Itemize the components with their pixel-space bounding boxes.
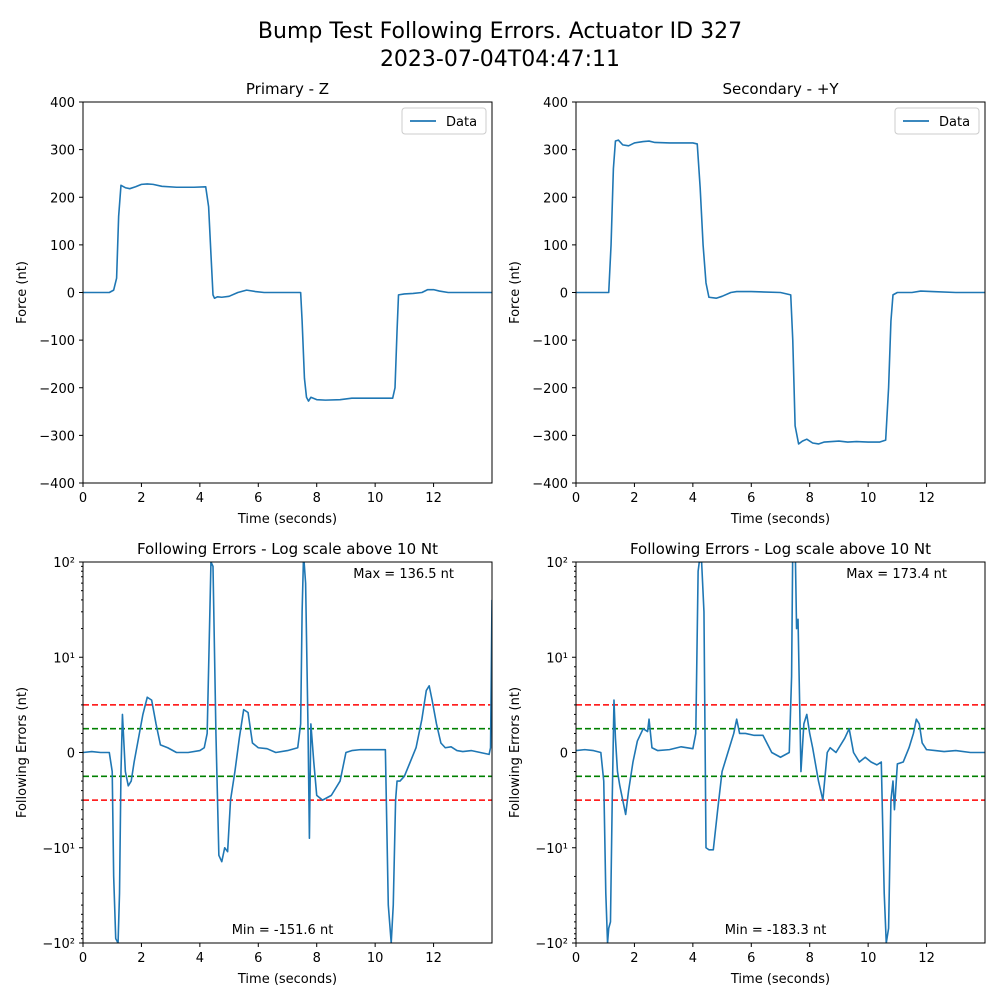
secondary-panel: Secondary - +Y 0 2 4 6 8 10 12 −400 −300 −200 −100 0… — [508, 80, 986, 527]
primary-title: Primary - Z — [246, 80, 329, 98]
secondary-xtick-label: 8 — [806, 491, 814, 506]
primary-errors-panel: Following Errors - Log scale above 10 Nt… — [15, 540, 493, 987]
primary-errors-xtick-label: 6 — [254, 951, 262, 966]
secondary-errors-xtick-label: 4 — [689, 951, 697, 966]
primary-xlabel: Time (seconds) — [237, 512, 337, 527]
primary-errors-xlabel: Time (seconds) — [237, 972, 337, 987]
secondary-xlabel: Time (seconds) — [730, 512, 830, 527]
secondary-errors-max-annotation: Max = 173.4 nt — [846, 567, 947, 582]
secondary-xtick-label: 4 — [689, 491, 697, 506]
primary-xtick-label: 2 — [137, 491, 145, 506]
figure-title-line-1: Bump Test Following Errors. Actuator ID … — [258, 19, 742, 44]
primary-errors-min-annotation: Min = -151.6 nt — [232, 923, 334, 938]
primary-errors-xtick-label: 4 — [196, 951, 204, 966]
secondary-ytick-label: −300 — [532, 429, 568, 444]
secondary-xtick-label: 6 — [747, 491, 755, 506]
secondary-errors-panel: Following Errors - Log scale above 10 Nt… — [508, 540, 986, 987]
primary-ytick-label: 300 — [50, 144, 75, 159]
primary-errors-ytick-label: 10² — [53, 556, 75, 571]
primary-ytick-label: −200 — [39, 382, 75, 397]
secondary-errors-series-line-0 — [576, 562, 985, 943]
secondary-errors-ytick-label: 10² — [546, 556, 568, 571]
primary-errors-max-annotation: Max = 136.5 nt — [353, 567, 454, 582]
secondary-ytick-label: 200 — [543, 191, 568, 206]
primary-ytick-label: 200 — [50, 191, 75, 206]
primary-legend: Data — [401, 107, 487, 135]
primary-ytick-label: −400 — [39, 477, 75, 492]
primary-ytick-label: −100 — [39, 334, 75, 349]
primary-errors-series-line-0 — [83, 562, 492, 943]
secondary-errors-xtick-label: 12 — [918, 951, 935, 966]
primary-errors-xtick-label: 12 — [425, 951, 442, 966]
primary-xtick-label: 4 — [196, 491, 204, 506]
secondary-errors-title: Following Errors - Log scale above 10 Nt — [630, 540, 931, 558]
secondary-errors-ytick-label: −10¹ — [535, 842, 568, 857]
primary-legend-label: Data — [446, 115, 477, 130]
secondary-errors-ytick-label: 10¹ — [546, 651, 568, 666]
secondary-xtick-label: 10 — [860, 491, 877, 506]
secondary-ytick-label: 300 — [543, 144, 568, 159]
secondary-errors-axes-frame — [575, 561, 986, 944]
primary-ytick-label: −300 — [39, 429, 75, 444]
secondary-legend-label: Data — [939, 115, 970, 130]
secondary-ytick-label: −400 — [532, 477, 568, 492]
secondary-errors-xtick-label: 8 — [806, 951, 814, 966]
primary-xtick-label: 6 — [254, 491, 262, 506]
secondary-legend-box — [894, 107, 980, 135]
secondary-errors-xtick-label: 2 — [630, 951, 638, 966]
secondary-series-line-0 — [576, 139, 985, 445]
secondary-ylabel: Force (nt) — [508, 261, 523, 324]
primary-errors-xtick-label: 2 — [137, 951, 145, 966]
primary-xtick-label: 8 — [313, 491, 321, 506]
primary-ylabel: Force (nt) — [15, 261, 30, 324]
primary-ytick-label: 400 — [50, 96, 75, 111]
primary-errors-ytick-label: 10¹ — [53, 651, 75, 666]
secondary-xtick-label: 2 — [630, 491, 638, 506]
primary-errors-axes-frame — [82, 561, 493, 944]
primary-errors-title: Following Errors - Log scale above 10 Nt — [137, 540, 438, 558]
secondary-ytick-label: 0 — [560, 287, 568, 302]
secondary-xtick-label: 0 — [572, 491, 580, 506]
primary-errors-ytick-label: 0 — [67, 747, 75, 762]
primary-errors-xtick-label: 0 — [79, 951, 87, 966]
primary-xtick-label: 0 — [79, 491, 87, 506]
primary-xtick-label: 12 — [425, 491, 442, 506]
primary-errors-xtick-label: 8 — [313, 951, 321, 966]
primary-errors-ytick-label: −10¹ — [42, 842, 75, 857]
primary-errors-ylabel: Following Errors (nt) — [15, 687, 30, 818]
secondary-errors-xtick-label: 10 — [860, 951, 877, 966]
figure-title-line-2: 2023-07-04T04:47:11 — [380, 47, 620, 72]
secondary-errors-ytick-label: −10² — [535, 937, 568, 952]
secondary-errors-xlabel: Time (seconds) — [730, 972, 830, 987]
primary-ytick-label: 100 — [50, 239, 75, 254]
secondary-xtick-label: 12 — [918, 491, 935, 506]
secondary-ytick-label: 400 — [543, 96, 568, 111]
secondary-ytick-label: −200 — [532, 382, 568, 397]
primary-panel: Primary - Z 0 2 4 6 8 10 12 −400 −300 −200 −100 0 100… — [15, 80, 493, 527]
secondary-errors-min-annotation: Min = -183.3 nt — [725, 923, 827, 938]
primary-errors-xtick-label: 10 — [367, 951, 384, 966]
secondary-errors-ytick-label: 0 — [560, 747, 568, 762]
secondary-errors-xtick-label: 6 — [747, 951, 755, 966]
primary-errors-ytick-label: −10² — [42, 937, 75, 952]
secondary-ytick-label: 100 — [543, 239, 568, 254]
secondary-errors-xtick-label: 0 — [572, 951, 580, 966]
secondary-title: Secondary - +Y — [722, 80, 839, 98]
secondary-ytick-label: −100 — [532, 334, 568, 349]
primary-legend-box — [401, 107, 487, 135]
primary-xtick-label: 10 — [367, 491, 384, 506]
primary-series-line-0 — [83, 183, 492, 402]
secondary-legend: Data — [894, 107, 980, 135]
secondary-errors-ylabel: Following Errors (nt) — [508, 687, 523, 818]
primary-ytick-label: 0 — [67, 287, 75, 302]
